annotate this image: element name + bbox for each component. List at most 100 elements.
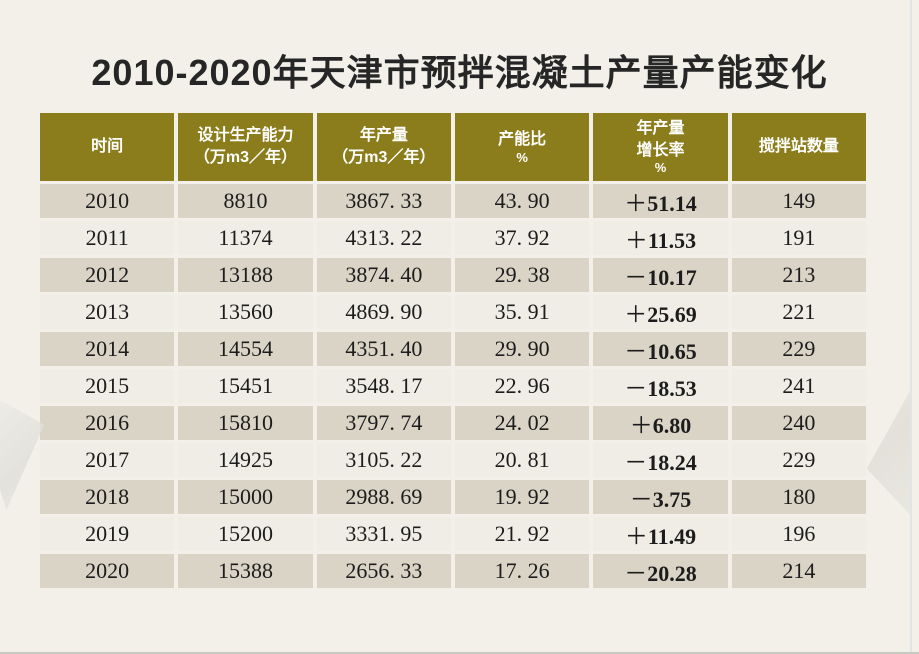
table-body: 2010 8810 3867. 33 43. 90 ＋51.14 149 201…	[40, 184, 866, 588]
growth-cell: ＋51.14	[593, 184, 728, 218]
table-header-row: 时间 设计生产能力 （万m3／年） 年产量 （万m3／年） 产能比 % 年产量 …	[40, 113, 866, 181]
ratio-cell: 29. 90	[454, 332, 590, 366]
growth-value: 18.53	[647, 376, 697, 401]
table-row: 2015 15451 3548. 17 22. 96 －18.53 241	[40, 369, 866, 403]
growth-cell: －20.28	[593, 554, 728, 588]
year-cell: 2015	[40, 369, 175, 403]
col-header-growth-rate-label2: 增长率	[636, 141, 685, 159]
table-row: 2010 8810 3867. 33 43. 90 ＋51.14 149	[40, 184, 866, 218]
growth-cell: －3.75	[593, 480, 728, 514]
growth-value: 3.75	[652, 487, 692, 512]
growth-sign: －	[624, 376, 648, 401]
table-row: 2011 11374 4313. 22 37. 92 ＋11.53 191	[40, 221, 866, 255]
table-row: 2020 15388 2656. 33 17. 26 －20.28 214	[40, 554, 866, 588]
capacity-cell: 14554	[178, 332, 313, 366]
col-header-growth-rate-unit: %	[654, 160, 667, 176]
growth-cell: －18.53	[593, 369, 728, 403]
capacity-cell: 13188	[178, 258, 313, 292]
growth-value: 10.17	[647, 265, 697, 290]
year-cell: 2013	[40, 295, 175, 329]
ratio-cell: 21. 92	[454, 517, 590, 551]
stations-cell: 149	[731, 184, 866, 218]
col-header-time-label: 时间	[91, 138, 124, 156]
growth-sign: －	[629, 487, 653, 512]
year-cell: 2016	[40, 406, 175, 440]
growth-cell: －10.65	[593, 332, 728, 366]
right-edge-line	[910, 0, 912, 652]
stations-cell: 191	[731, 221, 866, 255]
growth-sign: －	[624, 339, 648, 364]
capacity-cell: 11374	[178, 221, 313, 255]
growth-sign: －	[624, 450, 648, 475]
table-row: 2016 15810 3797. 74 24. 02 ＋6.80 240	[40, 406, 866, 440]
year-cell: 2010	[40, 184, 175, 218]
growth-cell: ＋6.80	[593, 406, 728, 440]
growth-cell: －18.24	[593, 443, 728, 477]
growth-value: 10.65	[647, 339, 697, 364]
output-cell: 2656. 33	[316, 554, 451, 588]
year-cell: 2018	[40, 480, 175, 514]
capacity-cell: 8810	[178, 184, 313, 218]
output-cell: 3105. 22	[316, 443, 451, 477]
col-header-design-capacity: 设计生产能力 （万m3／年）	[178, 113, 313, 181]
output-cell: 3797. 74	[316, 406, 451, 440]
col-header-annual-output: 年产量 （万m3／年）	[316, 113, 451, 181]
col-header-design-capacity-unit: （万m3／年）	[193, 149, 298, 166]
table-row: 2013 13560 4869. 90 35. 91 ＋25.69 221	[40, 295, 866, 329]
ratio-cell: 37. 92	[454, 221, 590, 255]
output-cell: 3331. 95	[316, 517, 451, 551]
col-header-growth-rate-label1: 年产量	[636, 120, 685, 138]
col-header-stations: 搅拌站数量	[731, 113, 866, 181]
year-cell: 2020	[40, 554, 175, 588]
growth-value: 51.14	[647, 191, 697, 216]
growth-sign: ＋	[624, 191, 648, 216]
year-cell: 2017	[40, 443, 175, 477]
table-row: 2012 13188 3874. 40 29. 38 －10.17 213	[40, 258, 866, 292]
col-header-annual-output-unit: （万m3／年）	[332, 149, 436, 166]
capacity-cell: 15810	[178, 406, 313, 440]
growth-value: 6.80	[652, 413, 692, 438]
table-row: 2019 15200 3331. 95 21. 92 ＋11.49 196	[40, 517, 866, 551]
growth-sign: ＋	[624, 302, 648, 327]
table-header: 时间 设计生产能力 （万m3／年） 年产量 （万m3／年） 产能比 % 年产量 …	[40, 113, 866, 181]
output-cell: 2988. 69	[316, 480, 451, 514]
col-header-growth-rate: 年产量 增长率 %	[593, 113, 728, 181]
growth-sign: ＋	[624, 524, 648, 549]
growth-value: 18.24	[647, 450, 697, 475]
page-title: 2010-2020年天津市预拌混凝土产量产能变化	[91, 52, 828, 93]
stations-cell: 221	[731, 295, 866, 329]
output-cell: 4351. 40	[316, 332, 451, 366]
growth-cell: ＋11.49	[593, 517, 728, 551]
ratio-cell: 24. 02	[454, 406, 590, 440]
stations-cell: 196	[731, 517, 866, 551]
stations-cell: 180	[731, 480, 866, 514]
col-header-stations-label: 搅拌站数量	[758, 138, 839, 156]
ratio-cell: 20. 81	[454, 443, 590, 477]
table-row: 2018 15000 2988. 69 19. 92 －3.75 180	[40, 480, 866, 514]
ratio-cell: 22. 96	[454, 369, 590, 403]
output-cell: 3867. 33	[316, 184, 451, 218]
capacity-cell: 14925	[178, 443, 313, 477]
stations-cell: 214	[731, 554, 866, 588]
col-header-capacity-ratio: 产能比 %	[454, 113, 590, 181]
table-row: 2017 14925 3105. 22 20. 81 －18.24 229	[40, 443, 866, 477]
growth-sign: ＋	[629, 413, 653, 438]
col-header-capacity-ratio-label: 产能比	[498, 131, 547, 149]
year-cell: 2012	[40, 258, 175, 292]
growth-sign: －	[624, 561, 648, 586]
stations-cell: 229	[731, 443, 866, 477]
col-header-design-capacity-label: 设计生产能力	[197, 127, 294, 145]
growth-value: 25.69	[647, 302, 697, 327]
output-cell: 3548. 17	[316, 369, 451, 403]
ratio-cell: 35. 91	[454, 295, 590, 329]
year-cell: 2019	[40, 517, 175, 551]
output-cell: 3874. 40	[316, 258, 451, 292]
growth-cell: ＋25.69	[593, 295, 728, 329]
growth-sign: －	[624, 265, 648, 290]
stations-cell: 241	[731, 369, 866, 403]
growth-value: 11.53	[647, 228, 697, 253]
col-header-time: 时间	[40, 113, 175, 181]
stations-cell: 213	[731, 258, 866, 292]
growth-cell: －10.17	[593, 258, 728, 292]
